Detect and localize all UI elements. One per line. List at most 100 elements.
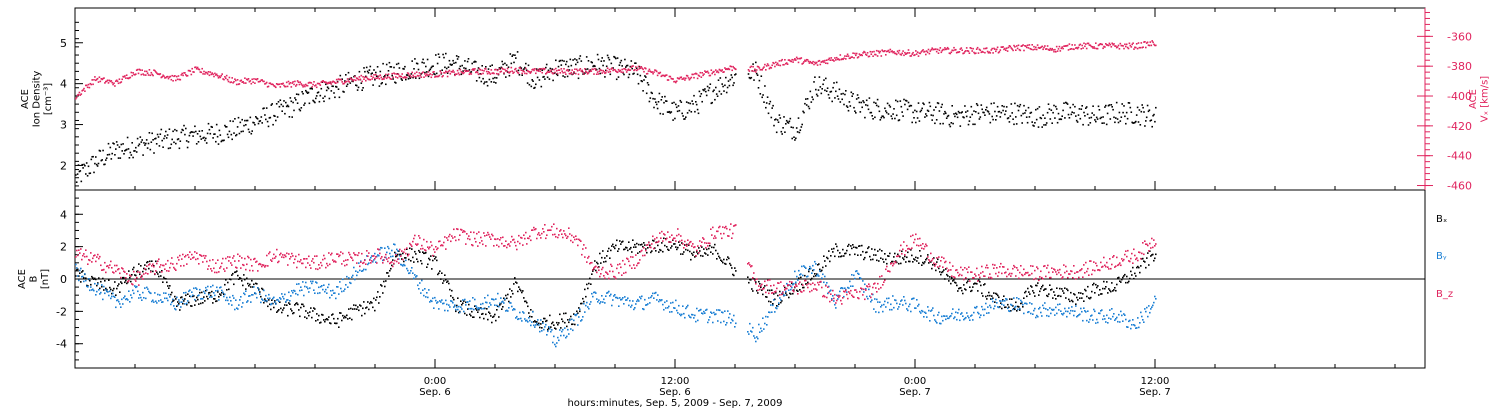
- by-point: [351, 276, 353, 278]
- ion-density-point: [908, 105, 911, 108]
- by-point: [164, 297, 166, 300]
- vx-point: [759, 69, 762, 71]
- ion-density-point: [1150, 119, 1153, 121]
- vx-point: [105, 80, 107, 83]
- bx-point: [482, 312, 484, 315]
- ion-density-point: [775, 118, 777, 120]
- ion-density-point: [536, 76, 539, 79]
- bz-point: [337, 253, 339, 255]
- vx-point: [938, 49, 941, 52]
- vx-point: [548, 71, 551, 73]
- vx-point: [196, 66, 199, 69]
- bx-point: [316, 313, 318, 315]
- vx-point: [111, 81, 113, 84]
- ion-density-point: [512, 54, 514, 56]
- bz-point: [79, 252, 81, 254]
- bx-point: [331, 314, 333, 316]
- vx-point: [1056, 50, 1059, 52]
- by-point: [884, 300, 886, 303]
- bx-point: [544, 317, 546, 320]
- by-point: [929, 320, 931, 322]
- vx-point: [259, 80, 262, 83]
- bx-point: [683, 251, 685, 253]
- bx-point: [75, 275, 77, 277]
- vx-point: [108, 79, 111, 82]
- ion-density-point: [238, 132, 241, 135]
- by-point: [390, 255, 392, 258]
- bz-point: [388, 257, 390, 259]
- ion-density-point: [394, 81, 396, 84]
- by-point: [308, 291, 310, 293]
- by-point: [187, 300, 189, 302]
- ion-density-point: [295, 93, 298, 95]
- ion-density-point: [1071, 111, 1073, 113]
- bx-point: [109, 286, 111, 289]
- bx-point: [969, 286, 971, 288]
- by-point: [866, 295, 868, 298]
- bx-point: [865, 251, 867, 254]
- vx-point: [583, 73, 585, 75]
- vx-point: [140, 73, 143, 76]
- by-point: [760, 327, 762, 330]
- by-point: [312, 280, 314, 283]
- by-point: [1140, 311, 1142, 314]
- bx-point: [934, 263, 936, 266]
- vx-point: [895, 52, 897, 55]
- ion-density-point: [557, 65, 560, 68]
- bx-point: [1107, 292, 1109, 294]
- ion-density-point: [919, 110, 922, 113]
- ion-density-point: [968, 120, 971, 122]
- ion-density-point: [381, 82, 383, 84]
- ion-density-point: [367, 72, 370, 74]
- by-point: [477, 308, 479, 310]
- by-point: [661, 299, 663, 301]
- by-point: [862, 280, 864, 282]
- ion-density-point: [487, 68, 490, 70]
- bx-point: [418, 249, 420, 252]
- bx-point: [348, 308, 350, 310]
- by-point: [107, 291, 109, 293]
- bz-point: [175, 269, 177, 271]
- ion-density-point: [951, 105, 953, 107]
- vx-point: [248, 80, 251, 83]
- bx-point: [774, 298, 776, 301]
- bx-point: [296, 302, 298, 304]
- by-point: [208, 293, 210, 296]
- bx-point: [386, 272, 388, 274]
- by-point: [755, 340, 757, 343]
- ion-density-point: [1126, 117, 1129, 120]
- vx-point: [450, 70, 453, 73]
- bx-point: [492, 316, 494, 318]
- bx-point: [366, 306, 368, 309]
- by-point: [794, 270, 796, 273]
- vx-point: [883, 50, 885, 53]
- by-point: [1090, 315, 1092, 317]
- by-point: [717, 320, 719, 322]
- by-point: [656, 299, 658, 301]
- vx-point: [760, 68, 763, 71]
- by-point: [407, 269, 409, 272]
- ion-density-point: [149, 148, 152, 151]
- bx-point: [1155, 253, 1157, 256]
- ion-density-point: [1095, 116, 1098, 119]
- by-point: [701, 312, 703, 314]
- by-point: [340, 287, 342, 290]
- vx-point: [777, 64, 780, 66]
- vx-point: [520, 69, 523, 71]
- vx-point: [152, 74, 154, 77]
- by-point: [148, 290, 150, 293]
- vx-point: [226, 78, 229, 81]
- vx-point: [555, 67, 557, 70]
- vx-point: [892, 51, 894, 54]
- bz-point: [173, 266, 175, 269]
- vx-point: [677, 77, 680, 80]
- vx-point: [1082, 47, 1084, 49]
- vx-point: [344, 81, 346, 84]
- bx-point: [908, 260, 910, 263]
- ion-density-point: [1095, 120, 1097, 123]
- bx-point: [653, 240, 655, 242]
- ion-density-point: [335, 85, 337, 88]
- ion-density-point: [404, 65, 406, 68]
- ion-density-point: [205, 137, 207, 140]
- bz-point: [311, 260, 313, 262]
